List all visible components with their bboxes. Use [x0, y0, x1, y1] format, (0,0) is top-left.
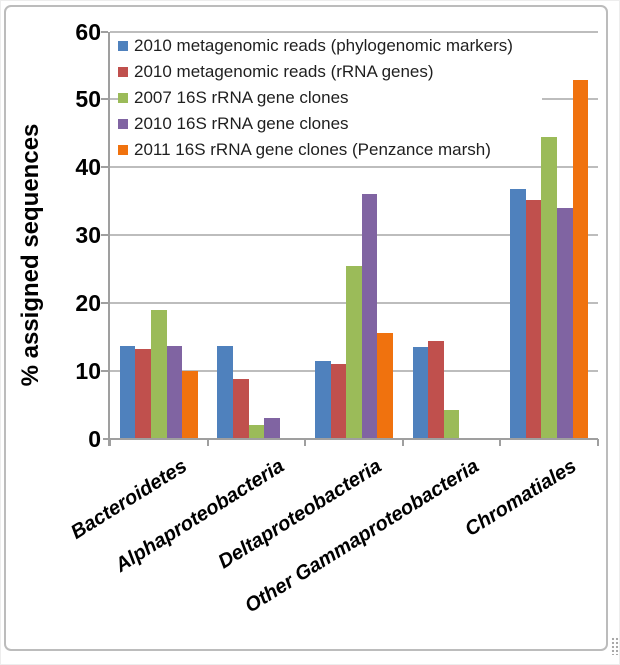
- y-tick-10: [101, 369, 108, 372]
- bar-Bacteroidetes-series3: [151, 310, 167, 439]
- x-axis-line: [103, 437, 598, 440]
- y-tick-40: [101, 166, 108, 169]
- bar-Bacteroidetes-series5: [182, 370, 198, 439]
- x-tick-0: [109, 438, 111, 446]
- bar-Other Gammaproteobacteria-series3: [443, 410, 460, 439]
- legend: 2010 metagenomic reads (phylogenomic mar…: [118, 33, 542, 163]
- legend-label-4: 2010 16S rRNA gene clones: [134, 114, 349, 133]
- bar-Chromatiales-series1: [510, 188, 526, 439]
- legend-label-2: 2010 metagenomic reads (rRNA genes): [134, 62, 434, 81]
- x-tick-1: [206, 438, 209, 446]
- legend-item-3: 2007 16S rRNA gene clones: [118, 85, 542, 111]
- legend-swatch-icon-2: [118, 67, 128, 77]
- bar-Deltaproteobacteria-series2: [330, 363, 347, 439]
- y-tick-60: [101, 30, 108, 33]
- y-tick-50: [101, 98, 108, 101]
- legend-item-5: 2011 16S rRNA gene clones (Penzance mars…: [118, 137, 542, 163]
- y-tick-30: [101, 234, 108, 236]
- bar-Chromatiales-series5: [572, 80, 589, 439]
- legend-item-2: 2010 metagenomic reads (rRNA genes): [118, 59, 542, 85]
- x-tick-2: [304, 438, 307, 446]
- x-category-label-2: Alphaproteobacteria: [111, 455, 289, 577]
- bar-Alphaproteobacteria-series2: [233, 378, 249, 439]
- y-axis-line: [108, 31, 110, 446]
- bar-Deltaproteobacteria-series3: [346, 266, 362, 439]
- y-tick-20: [101, 301, 108, 304]
- y-tick-label-60: 60: [75, 18, 101, 45]
- bar-Alphaproteobacteria-series3: [248, 424, 265, 439]
- bar-Chromatiales-series4: [557, 207, 573, 439]
- legend-swatch-icon-4: [118, 119, 128, 129]
- legend-swatch-icon-5: [118, 145, 128, 155]
- bar-Deltaproteobacteria-series5: [377, 332, 393, 439]
- legend-label-1: 2010 metagenomic reads (phylogenomic mar…: [134, 36, 513, 55]
- gridline-30: [110, 234, 598, 236]
- y-tick-label-40: 40: [75, 154, 101, 181]
- legend-label-3: 2007 16S rRNA gene clones: [134, 88, 349, 107]
- bar-Chromatiales-series2: [525, 199, 542, 439]
- bar-Bacteroidetes-series2: [135, 349, 151, 439]
- x-tick-5: [597, 438, 599, 446]
- resize-handle-dots-icon: [611, 637, 619, 655]
- bar-Other Gammaproteobacteria-series2: [428, 340, 444, 439]
- y-tick-label-10: 10: [75, 357, 101, 384]
- bar-Deltaproteobacteria-series4: [361, 194, 378, 439]
- legend-swatch-icon-3: [118, 93, 128, 103]
- legend-item-4: 2010 16S rRNA gene clones: [118, 111, 542, 137]
- y-tick-label-20: 20: [75, 289, 101, 316]
- legend-label-5: 2011 16S rRNA gene clones (Penzance mars…: [134, 140, 491, 159]
- legend-swatch-icon-1: [118, 41, 128, 51]
- gridline-40: [110, 166, 598, 169]
- bar-Other Gammaproteobacteria-series1: [412, 346, 429, 439]
- x-category-label-3: Deltaproteobacteria: [214, 455, 386, 574]
- y-tick-label-50: 50: [75, 86, 101, 113]
- y-axis-title: % assigned sequences: [17, 123, 44, 387]
- bar-Alphaproteobacteria-series1: [217, 346, 233, 439]
- bar-Chromatiales-series3: [541, 137, 557, 439]
- y-tick-label-0: 0: [88, 425, 101, 452]
- bar-Bacteroidetes-series1: [119, 346, 136, 439]
- bar-Bacteroidetes-series4: [166, 345, 183, 439]
- bar-Deltaproteobacteria-series1: [315, 360, 331, 439]
- x-tick-4: [499, 438, 502, 446]
- bar-Alphaproteobacteria-series4: [264, 417, 280, 439]
- legend-item-1: 2010 metagenomic reads (phylogenomic mar…: [118, 33, 542, 59]
- x-tick-3: [401, 438, 404, 446]
- y-tick-label-30: 30: [75, 222, 101, 248]
- gridline-60: [110, 30, 598, 33]
